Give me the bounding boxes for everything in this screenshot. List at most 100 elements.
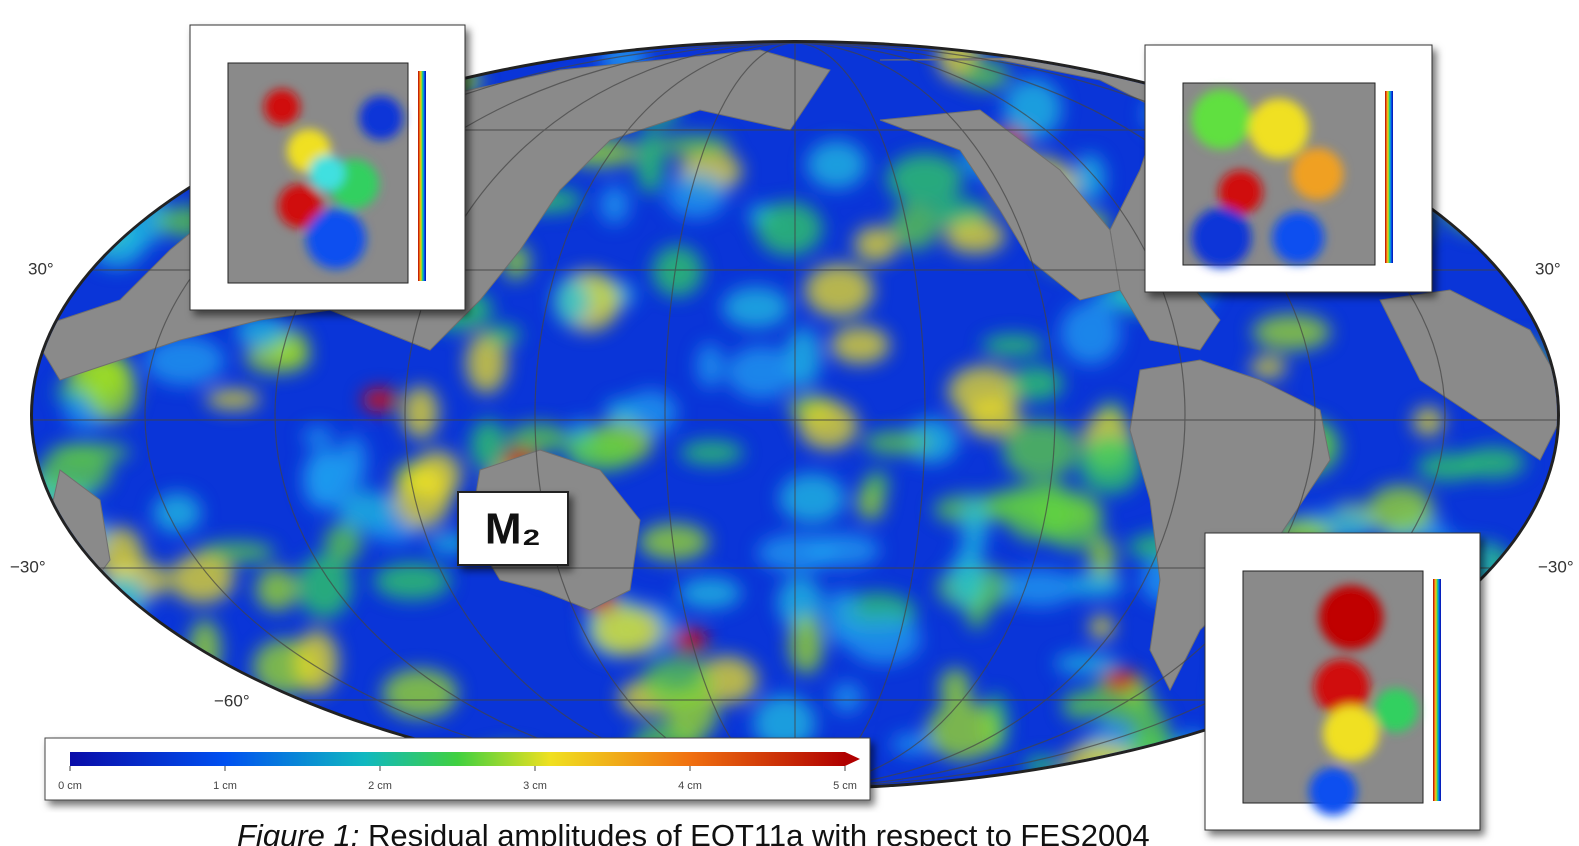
amplitude-blob xyxy=(678,577,742,610)
amplitude-blob xyxy=(1003,78,1062,140)
lat-label: −60° xyxy=(214,691,250,710)
amplitude-blob xyxy=(302,426,333,448)
amplitude-blob xyxy=(1009,365,1064,402)
amplitude-blob xyxy=(412,450,462,501)
amplitude-blob xyxy=(373,562,451,600)
amplitude-blob xyxy=(638,523,710,561)
amplitude-hotspot xyxy=(362,388,398,412)
amplitude-blob xyxy=(905,418,958,464)
colorbar-tick-label: 1 cm xyxy=(213,780,237,792)
inset-spot xyxy=(309,155,345,191)
amplitude-blob xyxy=(886,153,964,206)
amplitude-blob xyxy=(1074,154,1106,202)
amplitude-blob xyxy=(726,346,797,399)
amplitude-blob xyxy=(804,263,874,318)
amplitude-blob xyxy=(891,202,939,250)
amplitude-blob xyxy=(756,201,823,256)
amplitude-blob xyxy=(1062,690,1097,721)
amplitude-blob xyxy=(402,386,439,439)
amplitude-blob xyxy=(1416,452,1479,482)
amplitude-blob xyxy=(381,668,459,719)
caption-label: Figure 1: xyxy=(237,818,359,846)
inset-spot xyxy=(278,184,322,228)
land-north-america-west xyxy=(879,109,1121,301)
amplitude-blob xyxy=(44,183,97,247)
colorbar-tick-label: 5 cm xyxy=(833,780,857,792)
inset-spot xyxy=(359,96,403,140)
amplitude-blob xyxy=(1088,534,1116,585)
inset-colorbar xyxy=(1385,91,1393,263)
inset-spot xyxy=(264,89,300,125)
amplitude-blob xyxy=(338,490,397,530)
amplitude-blob xyxy=(1060,302,1121,365)
amplitude-blob xyxy=(69,192,124,246)
colorbar-tick-label: 3 cm xyxy=(523,780,547,792)
amplitude-blob xyxy=(604,399,637,423)
amplitude-blob xyxy=(294,629,339,694)
colorbar-box xyxy=(44,737,871,801)
amplitude-blob xyxy=(33,707,61,737)
caption: Figure 1: Residual amplitudes of EOT11a … xyxy=(237,818,1150,846)
amplitude-blob xyxy=(565,430,638,473)
amplitude-blob xyxy=(1002,419,1079,480)
amplitude-blob xyxy=(1412,406,1444,436)
amplitude-blob xyxy=(696,343,724,389)
amplitude-blob xyxy=(944,218,1006,254)
amplitude-blob xyxy=(960,60,1010,91)
amplitude-blob xyxy=(1063,573,1124,598)
insets xyxy=(189,24,1481,831)
amplitude-blob xyxy=(77,158,136,210)
lat-label: 30° xyxy=(28,259,54,278)
amplitude-blob xyxy=(81,43,156,81)
inset-spot xyxy=(306,209,366,269)
amplitude-blob xyxy=(806,533,880,568)
amplitude-blob xyxy=(465,332,508,394)
amplitude-blob xyxy=(635,130,665,195)
amplitude-blob xyxy=(656,134,731,156)
amplitude-blob xyxy=(1002,569,1077,607)
amplitude-blob xyxy=(1062,741,1137,787)
amplitude-blob xyxy=(950,547,985,607)
inset-spot xyxy=(1319,585,1383,650)
amplitude-blob xyxy=(806,140,867,189)
amplitude-blob xyxy=(55,149,125,203)
amplitude-blob xyxy=(244,341,311,374)
inset-field xyxy=(264,89,403,269)
colorbar-tick-label: 0 cm xyxy=(58,780,82,792)
amplitude-blob xyxy=(864,470,889,497)
amplitude-blob xyxy=(1468,138,1524,186)
amplitude-blob xyxy=(484,324,521,346)
caption-text: Residual amplitudes of EOT11a with respe… xyxy=(359,818,1149,846)
amplitude-blob xyxy=(153,492,202,534)
amplitude-blob xyxy=(853,226,898,263)
amplitude-blob xyxy=(255,567,299,612)
amplitude-blob xyxy=(553,277,590,326)
amplitude-blob xyxy=(679,440,744,465)
amplitude-blob xyxy=(961,497,988,560)
amplitude-blob xyxy=(470,419,507,472)
colorbar-arrow xyxy=(845,752,860,766)
amplitude-blob xyxy=(981,334,1044,357)
amplitude-blob xyxy=(297,554,352,619)
inset-spot xyxy=(1191,207,1252,268)
amplitude-blob xyxy=(983,488,1044,522)
amplitude-blob xyxy=(1078,434,1142,495)
land-africa xyxy=(1379,289,1557,461)
inset-spot xyxy=(1249,98,1309,159)
amplitude-blob xyxy=(1036,480,1071,542)
inset-spot xyxy=(1218,170,1263,215)
amplitude-blob xyxy=(50,442,131,463)
tide-label-box xyxy=(457,491,569,566)
amplitude-blob xyxy=(1054,653,1119,675)
inset-spot xyxy=(1309,767,1357,816)
inset xyxy=(1204,532,1481,831)
amplitude-blob xyxy=(845,614,922,665)
amplitude-blob xyxy=(81,136,110,162)
amplitude-blob xyxy=(722,286,790,329)
amplitude-blob xyxy=(1450,104,1522,142)
inset-spot xyxy=(1374,688,1418,733)
amplitude-blob xyxy=(666,688,718,740)
amplitude-blob xyxy=(169,553,235,604)
